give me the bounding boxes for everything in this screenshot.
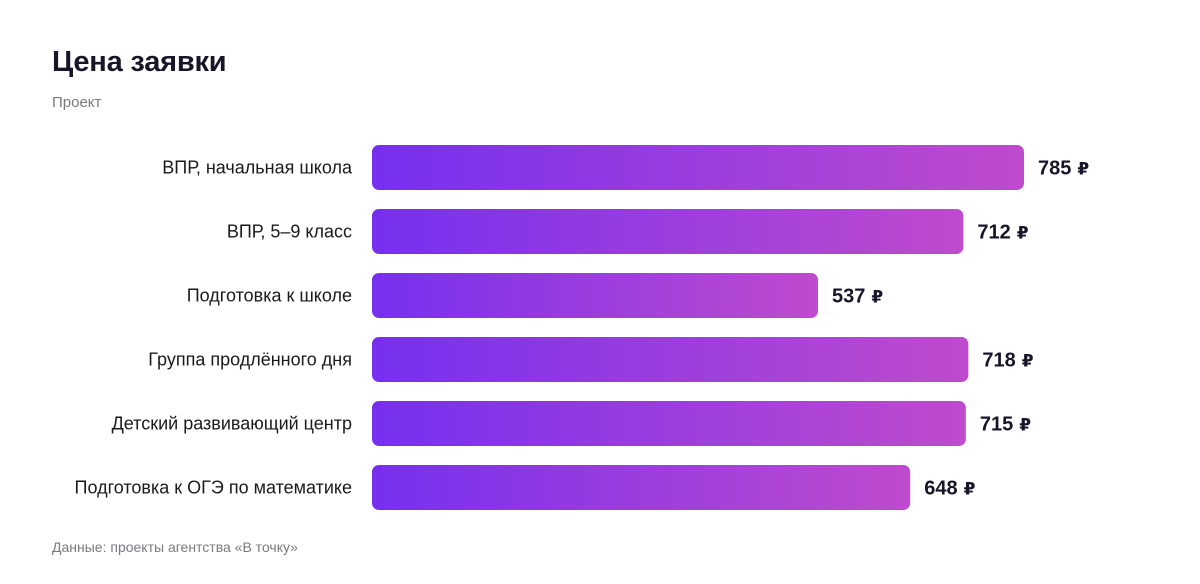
category-label: Группа продлённого дня: [148, 350, 352, 370]
bar-row: Подготовка к школе 537 ₽: [187, 273, 883, 318]
bar: [372, 465, 911, 510]
bar-row: ВПР, 5–9 класс 712 ₽: [227, 209, 1029, 254]
value-number: 712: [977, 222, 1010, 244]
bars-layer: ВПР, начальная школа 785 ₽ ВПР, 5–9 класс 71…: [75, 145, 1089, 510]
source-note: Данные: проекты агентства «В точку»: [52, 539, 298, 555]
value-number: 648: [924, 478, 957, 500]
value-label: 537 ₽: [832, 286, 883, 308]
bar: [372, 401, 966, 446]
chart-subtitle: Проект: [52, 94, 102, 111]
bar-row: Детский развивающий центр 715 ₽: [112, 401, 1031, 446]
category-label: ВПР, начальная школа: [162, 158, 353, 178]
bar: [372, 209, 964, 254]
chart-title: Цена заявки: [52, 46, 227, 78]
value-label: 718 ₽: [982, 350, 1033, 372]
ruble-sign: ₽: [1017, 224, 1029, 244]
value-label: 648 ₽: [924, 478, 975, 500]
ruble-sign: ₽: [1077, 160, 1089, 180]
ruble-sign: ₽: [1019, 416, 1031, 436]
value-label: 785 ₽: [1038, 158, 1089, 180]
value-number: 537: [832, 286, 865, 308]
bar: [372, 145, 1024, 190]
value-number: 718: [982, 350, 1015, 372]
category-label: Подготовка к ОГЭ по математике: [75, 478, 352, 498]
value-label: 715 ₽: [980, 414, 1031, 436]
value-number: 715: [980, 414, 1013, 436]
bar-row: Группа продлённого дня 718 ₽: [148, 337, 1034, 382]
value-label: 712 ₽: [977, 222, 1028, 244]
bar-row: ВПР, начальная школа 785 ₽: [162, 145, 1089, 190]
category-label: ВПР, 5–9 класс: [227, 222, 352, 242]
bar: [372, 337, 969, 382]
bar-row: Подготовка к ОГЭ по математике 648 ₽: [75, 465, 976, 510]
category-label: Детский развивающий центр: [112, 414, 352, 434]
value-number: 785: [1038, 158, 1071, 180]
bar: [372, 273, 819, 318]
category-label: Подготовка к школе: [187, 286, 352, 306]
ruble-sign: ₽: [964, 480, 976, 500]
ruble-sign: ₽: [1022, 352, 1034, 372]
ruble-sign: ₽: [871, 288, 883, 308]
